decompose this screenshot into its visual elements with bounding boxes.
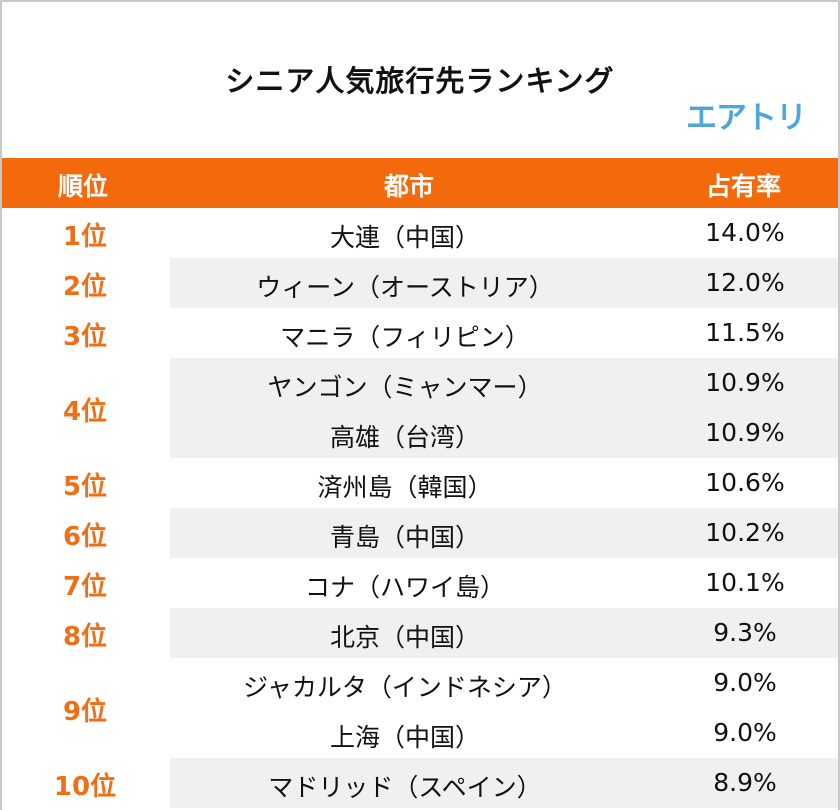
table-row: 5位 済州島（韓国） 10.6%	[0, 458, 840, 508]
table-row: 6位 青島（中国） 10.2%	[0, 508, 840, 558]
city-cell: コナ（ハワイ島）	[304, 573, 505, 602]
share-cell: 9.0%	[713, 718, 777, 747]
row-stripe	[170, 258, 838, 308]
share-cell: 9.0%	[713, 668, 777, 697]
row-stripe	[170, 758, 838, 808]
row-line: 大連（中国） 14.0%	[0, 208, 840, 258]
share-cell: 8.9%	[713, 768, 777, 797]
share-cell: 11.5%	[705, 318, 785, 347]
rank-label: 7位	[62, 572, 108, 602]
share-cell: 12.0%	[705, 268, 785, 297]
row-stripe	[170, 508, 838, 558]
table-row: 10位 マドリッド（スペイン） 8.9%	[0, 758, 840, 808]
share-cell: 10.1%	[705, 568, 785, 597]
row-line: 青島（中国） 10.2%	[0, 508, 840, 558]
table-row: 7位 コナ（ハワイ島） 10.1%	[0, 558, 840, 608]
city-cell: ジャカルタ（インドネシア）	[243, 673, 567, 702]
rank-label: 1位	[62, 222, 108, 252]
table-row: 3位 マニラ（フィリピン） 11.5%	[0, 308, 840, 358]
city-cell: 上海（中国）	[329, 723, 480, 752]
city-cell: ヤンゴン（ミャンマー）	[267, 373, 543, 402]
share-cell: 10.9%	[705, 368, 785, 397]
row-line: 済州島（韓国） 10.6%	[0, 458, 840, 508]
row-line: マニラ（フィリピン） 11.5%	[0, 308, 840, 358]
row-line: 上海（中国） 9.0%	[0, 708, 840, 758]
table-row: 8位 北京（中国） 9.3%	[0, 608, 840, 658]
share-cell: 10.9%	[705, 418, 785, 447]
row-line: 北京（中国） 9.3%	[0, 608, 840, 658]
rank-label: 4位	[62, 397, 108, 427]
rank-label: 8位	[62, 622, 108, 652]
rank-label: 3位	[62, 322, 108, 352]
header-rank: 順位	[58, 172, 109, 201]
city-cell: 青島（中国）	[329, 523, 480, 552]
table-row: 9位 ジャカルタ（インドネシア） 9.0% 上海（中国） 9.0%	[0, 658, 840, 758]
row-line: ジャカルタ（インドネシア） 9.0%	[0, 658, 840, 708]
table-row: 1位 大連（中国） 14.0%	[0, 208, 840, 258]
row-line: コナ（ハワイ島） 10.1%	[0, 558, 840, 608]
header-share: 占有率	[706, 172, 782, 201]
airtrip-logo: エアトリ	[686, 100, 807, 136]
row-line: マドリッド（スペイン） 8.9%	[0, 758, 840, 808]
row-stripe	[170, 608, 838, 658]
city-cell: マドリッド（スペイン）	[268, 773, 542, 802]
row-stripe	[170, 358, 838, 458]
table-header: 順位 都市 占有率	[2, 158, 838, 208]
page-title: シニア人気旅行先ランキング	[225, 64, 615, 98]
city-cell: ウィーン（オーストリア）	[256, 273, 554, 302]
city-cell: 高雄（台湾）	[329, 423, 480, 452]
table-row: 4位 ヤンゴン（ミャンマー） 10.9% 高雄（台湾） 10.9%	[0, 358, 840, 458]
share-cell: 9.3%	[713, 618, 777, 647]
city-cell: 北京（中国）	[329, 623, 480, 652]
rank-label: 2位	[62, 272, 108, 302]
row-line: 高雄（台湾） 10.9%	[0, 408, 840, 458]
share-cell: 10.6%	[705, 468, 785, 497]
rank-label: 6位	[62, 522, 108, 552]
rank-label: 9位	[62, 697, 108, 727]
share-cell: 14.0%	[705, 218, 785, 247]
city-cell: 大連（中国）	[329, 223, 480, 252]
row-line: ヤンゴン（ミャンマー） 10.9%	[0, 358, 840, 408]
city-cell: 済州島（韓国）	[317, 473, 493, 502]
city-cell: マニラ（フィリピン）	[280, 323, 530, 352]
rank-label: 10位	[53, 772, 117, 802]
row-line: ウィーン（オーストリア） 12.0%	[0, 258, 840, 308]
rank-label: 5位	[62, 472, 108, 502]
table-row: 2位 ウィーン（オーストリア） 12.0%	[0, 258, 840, 308]
share-cell: 10.2%	[705, 518, 785, 547]
header-city: 都市	[384, 172, 435, 201]
